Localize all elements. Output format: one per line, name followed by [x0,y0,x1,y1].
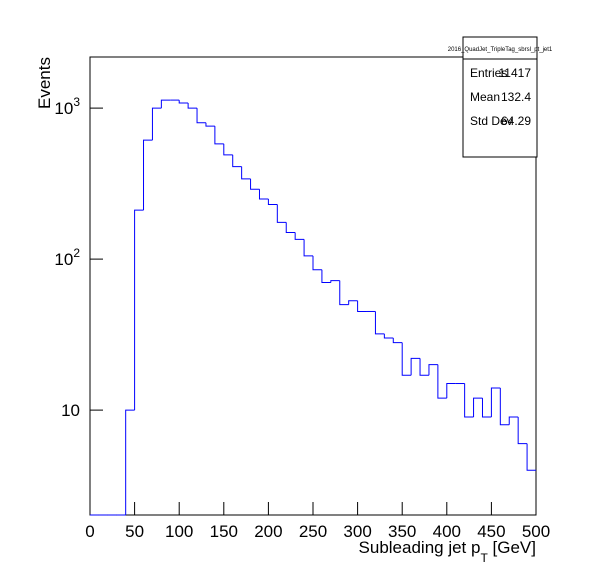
histogram-bin [125,409,135,515]
stats-box [462,36,538,158]
histogram-bin [267,199,278,205]
histogram-bin [205,122,215,127]
histogram-bin [473,397,483,418]
x-axis-label: Subleading jet pT [GeV] [359,538,536,565]
x-tick-label: 0 [85,522,94,541]
y-tick-label: 103 [54,95,80,118]
histogram-bin [437,364,447,399]
histogram-bin [419,358,429,376]
histogram-bin [178,100,189,104]
histogram-bin [223,143,233,156]
histogram-bin [187,103,198,109]
histogram-bin [401,342,412,376]
histogram-bin [196,108,206,124]
x-tick-label: 300 [343,522,371,541]
x-tick-label: 50 [125,522,144,541]
histogram-bin [374,311,385,335]
y-tick-label: 10 [61,401,80,420]
histogram-bin [526,443,536,471]
y-axis-label: Events [35,57,54,109]
x-tick-label: 200 [254,522,282,541]
histogram-bin [250,178,260,190]
histogram-bin [294,232,305,240]
histogram-bin [160,99,171,109]
histogram-bin [312,255,322,271]
stats-value: 64.29 [501,114,531,128]
histogram-bin [348,300,358,305]
histogram-bin [464,383,474,418]
histogram-bin [276,204,287,223]
histogram-bin [339,280,349,306]
histogram-bin [134,209,144,411]
histogram-bin [446,383,456,399]
histogram-bin [392,338,403,344]
histogram-bin [232,154,242,168]
histogram-bin [285,222,296,234]
histogram-bin [517,417,528,445]
histogram-bin [143,139,153,211]
x-tick-label: 150 [210,522,238,541]
histogram-bin [303,239,313,257]
x-tick-label: 350 [388,522,416,541]
histogram-bin [490,387,501,418]
histogram-bin [383,333,394,339]
x-tick-label: 250 [299,522,327,541]
histogram-bin [330,280,340,283]
histogram-bin [410,357,421,376]
histogram-bin [499,388,510,426]
histogram-bin [357,300,367,312]
histogram-bin [258,189,269,200]
histogram-bin [241,166,251,180]
stats-title: 2016_QuadJet_TripleTag_sbrsl_pt_jet1 [448,47,553,53]
histogram-bin [428,364,438,376]
stats-value: 11417 [499,66,532,80]
stats-value: 132.4 [501,90,531,104]
x-tick-label: 450 [477,522,505,541]
histogram-bin [508,416,519,425]
y-tick-label: 102 [54,246,80,269]
histogram-bin [214,126,224,145]
stats-label: Mean [470,90,500,104]
histogram-bin [151,107,162,141]
x-tick-label: 400 [433,522,461,541]
x-tick-label: 500 [522,522,550,541]
histogram-bin [481,398,492,418]
stats-label: Entries [470,66,507,80]
histogram-bin [321,269,331,283]
stats-label: Std Dev [470,114,513,128]
x-tick-label: 100 [165,522,193,541]
